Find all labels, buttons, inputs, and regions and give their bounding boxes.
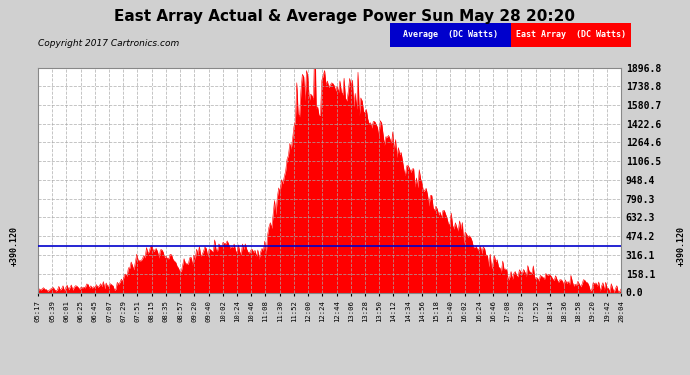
- Text: Average  (DC Watts): Average (DC Watts): [403, 30, 497, 39]
- Text: East Array Actual & Average Power Sun May 28 20:20: East Array Actual & Average Power Sun Ma…: [115, 9, 575, 24]
- Text: East Array  (DC Watts): East Array (DC Watts): [516, 30, 626, 39]
- Text: Copyright 2017 Cartronics.com: Copyright 2017 Cartronics.com: [38, 39, 179, 48]
- Text: +390.120: +390.120: [9, 226, 19, 266]
- Text: +390.120: +390.120: [677, 226, 687, 266]
